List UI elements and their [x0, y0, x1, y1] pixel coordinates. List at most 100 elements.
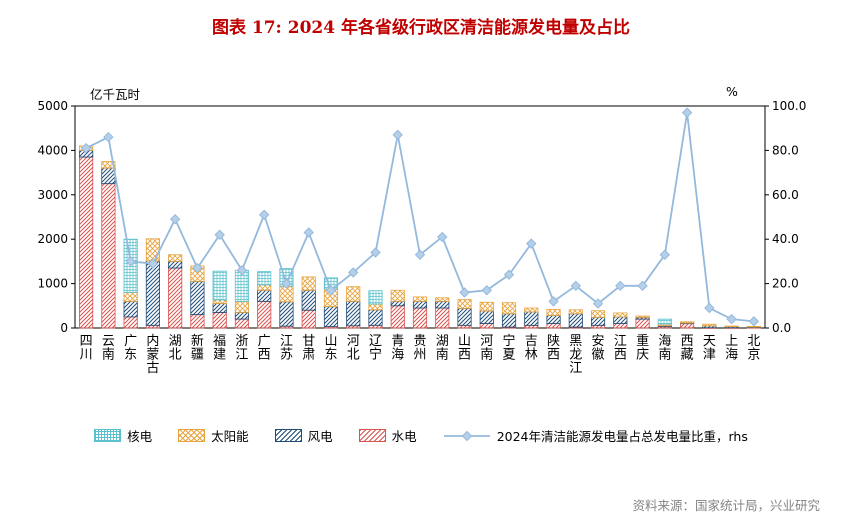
bar-segment-hydro: [613, 323, 628, 329]
diamond-marker: [526, 238, 537, 249]
report-figure: 图表 17: 2024 年各省级行政区清洁能源发电量及占比 0 1000 2000 3…: [0, 16, 842, 518]
bar-segment-wind: [257, 289, 272, 302]
legend-item-share-line: 2024年清洁能源发电量占总发电量比重，rhs: [443, 426, 748, 445]
bar-segment-wind: [346, 300, 361, 327]
diamond-marker: [125, 256, 136, 267]
right-tick-label: 80.0: [772, 143, 799, 157]
x-category-label: 海南: [658, 334, 671, 363]
left-tick-label: 4000: [37, 143, 68, 157]
legend-item-hydro: 水电: [358, 426, 417, 445]
chart-area: 0 1000 2000 3000 4000 5000 0.0 20.0 40.0 60.0 80.0…: [0, 76, 842, 416]
diamond-marker: [481, 285, 492, 296]
x-category-label: 甘肃: [302, 334, 315, 363]
diamond-marker: [281, 278, 292, 289]
bar-segment-hydro: [412, 307, 428, 329]
x-category-label: 四川: [80, 334, 93, 363]
x-category-label: 河南: [480, 334, 493, 363]
bar-segment-wind: [479, 310, 494, 324]
x-category-label: 北京: [747, 334, 760, 363]
diamond-marker: [503, 269, 515, 280]
diamond-marker: [169, 214, 181, 225]
diamond-marker: [681, 107, 693, 118]
diamond-marker: [103, 131, 114, 143]
bar-segment-wind: [123, 300, 138, 318]
bar-segment-wind: [168, 260, 183, 269]
left-tick-label: 5000: [37, 99, 68, 113]
bar-segment-wind: [301, 289, 316, 311]
bar-segment-hydro: [546, 323, 561, 329]
bar-segment-wind: [234, 312, 250, 320]
bar-segment-solar: [613, 312, 628, 318]
diamond-marker: [748, 316, 760, 327]
bar-segment-solar: [635, 315, 650, 318]
bar-segment-hydro: [123, 316, 138, 329]
hydro-swatch: [358, 429, 386, 442]
diamond-marker: [370, 247, 381, 258]
bar-segment-hydro: [301, 309, 316, 329]
legend-item-nuclear: 核电: [94, 426, 152, 445]
legend-item-wind: 风电: [274, 426, 333, 445]
right-tick-label: 60.0: [772, 188, 799, 202]
right-tick-label: 20.0: [772, 277, 799, 291]
line-marker-swatch: [443, 430, 490, 441]
bar-segment-wind: [501, 313, 517, 328]
bar-segment-solar: [301, 276, 316, 291]
x-category-label: 福建: [213, 334, 226, 363]
bar-segment-wind: [145, 260, 160, 326]
x-category-label: 新疆: [191, 333, 204, 363]
share-line-markers: [80, 107, 760, 327]
bar-segment-wind: [368, 309, 383, 326]
diamond-marker: [659, 249, 671, 260]
bar-segment-nuclear: [212, 270, 227, 301]
bar-segment-solar: [724, 325, 739, 328]
bar-segment-solar: [390, 289, 405, 302]
x-category-label: 内蒙古: [146, 333, 159, 376]
x-category-label: 广西: [258, 334, 271, 363]
diamond-marker: [392, 129, 403, 141]
bar-segment-hydro: [234, 318, 250, 329]
share-line: [85, 112, 754, 323]
diamond-marker: [704, 302, 715, 314]
bar-segment-hydro: [479, 323, 494, 329]
x-category-label: 江西: [614, 334, 627, 363]
legend-label-share-line: 2024年清洁能源发电量占总发电量比重，rhs: [496, 429, 748, 444]
diamond-marker: [726, 313, 737, 325]
bar-segment-hydro: [168, 267, 183, 329]
bar-segment-nuclear: [657, 318, 672, 325]
diamond-marker: [570, 280, 582, 292]
bar-segment-solar: [702, 323, 717, 327]
x-category-label: 贵州: [413, 334, 426, 363]
x-category-label: 湖北: [169, 334, 182, 363]
x-category-label: 天津: [703, 334, 716, 363]
x-category-label: 湖南: [436, 334, 449, 363]
diamond-marker: [325, 285, 337, 296]
diamond-marker: [414, 249, 426, 260]
bar-segment-wind: [390, 300, 405, 307]
x-category-label: 山西: [458, 334, 471, 363]
chart-title: 图表 17: 2024 年各省级行政区清洁能源发电量及占比: [211, 18, 630, 38]
bar-segment-wind: [190, 280, 205, 316]
bar-segment-solar: [479, 301, 494, 312]
bar-segment-solar: [346, 286, 361, 302]
bar-segment-solar: [257, 284, 272, 291]
diamond-marker: [192, 262, 203, 274]
bars: [79, 145, 761, 329]
diamond-marker: [548, 296, 559, 307]
bar-segment-wind: [412, 300, 428, 309]
legend-label-nuclear: 核电: [127, 429, 153, 444]
bar-segment-wind: [457, 308, 472, 326]
bar-segment-solar: [590, 310, 606, 318]
bar-segment-hydro: [635, 318, 650, 329]
bar-segment-hydro: [79, 156, 94, 329]
x-category-label: 安徽: [592, 334, 605, 363]
bar-segment-solar: [435, 297, 450, 302]
bar-segment-solar: [168, 254, 183, 262]
bar-segment-solar: [680, 321, 695, 324]
diamond-marker: [348, 267, 359, 278]
bar-segment-solar: [546, 308, 561, 316]
bar-segment-solar: [145, 238, 160, 262]
legend: 核电 太阳能 风电 水电 2024年清洁能源发电量占总发电量比重，rhs: [0, 426, 842, 445]
x-category-label: 宁夏: [503, 333, 516, 363]
wind-swatch: [274, 429, 302, 442]
diamond-marker: [236, 265, 248, 276]
